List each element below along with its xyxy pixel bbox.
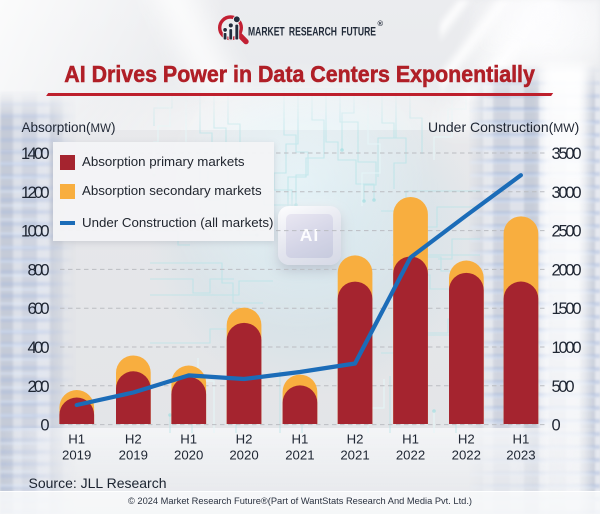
svg-text:1000: 1000: [552, 339, 582, 357]
svg-text:MARKET RESEARCH FUTURE: MARKET RESEARCH FUTURE: [248, 25, 376, 39]
svg-text:1500: 1500: [552, 300, 582, 318]
svg-text:500: 500: [552, 378, 575, 396]
svg-text:2022: 2022: [452, 448, 481, 463]
svg-text:1000: 1000: [21, 223, 50, 241]
svg-text:2020: 2020: [174, 448, 203, 463]
svg-text:0: 0: [40, 417, 49, 435]
svg-text:H1: H1: [512, 432, 529, 447]
svg-text:800: 800: [28, 261, 50, 279]
svg-text:2020: 2020: [229, 448, 258, 463]
svg-text:3500: 3500: [552, 145, 582, 163]
svg-text:Under Construction(MW): Under Construction(MW): [428, 119, 579, 135]
svg-text:H1: H1: [291, 432, 308, 447]
svg-text:H2: H2: [347, 432, 364, 447]
svg-text:H1: H1: [180, 432, 197, 447]
svg-text:1200: 1200: [21, 184, 50, 202]
svg-text:®: ®: [378, 19, 384, 28]
svg-text:H2: H2: [236, 432, 253, 447]
svg-text:H2: H2: [458, 432, 475, 447]
svg-text:2021: 2021: [340, 448, 369, 463]
svg-text:400: 400: [28, 339, 50, 357]
svg-text:1400: 1400: [21, 145, 50, 163]
svg-text:2500: 2500: [552, 223, 582, 241]
svg-text:600: 600: [28, 300, 50, 318]
svg-text:Absorption(MW): Absorption(MW): [22, 120, 116, 135]
svg-text:H1: H1: [68, 432, 85, 447]
svg-text:H1: H1: [402, 432, 419, 447]
svg-text:0: 0: [552, 417, 561, 435]
svg-text:2023: 2023: [506, 448, 535, 463]
svg-text:2021: 2021: [285, 448, 314, 463]
svg-text:200: 200: [28, 378, 50, 396]
svg-text:2019: 2019: [62, 448, 91, 463]
svg-text:3000: 3000: [552, 184, 582, 202]
svg-text:2019: 2019: [119, 448, 148, 463]
svg-text:2022: 2022: [396, 448, 425, 463]
svg-text:H2: H2: [125, 432, 142, 447]
svg-text:2000: 2000: [552, 261, 582, 279]
